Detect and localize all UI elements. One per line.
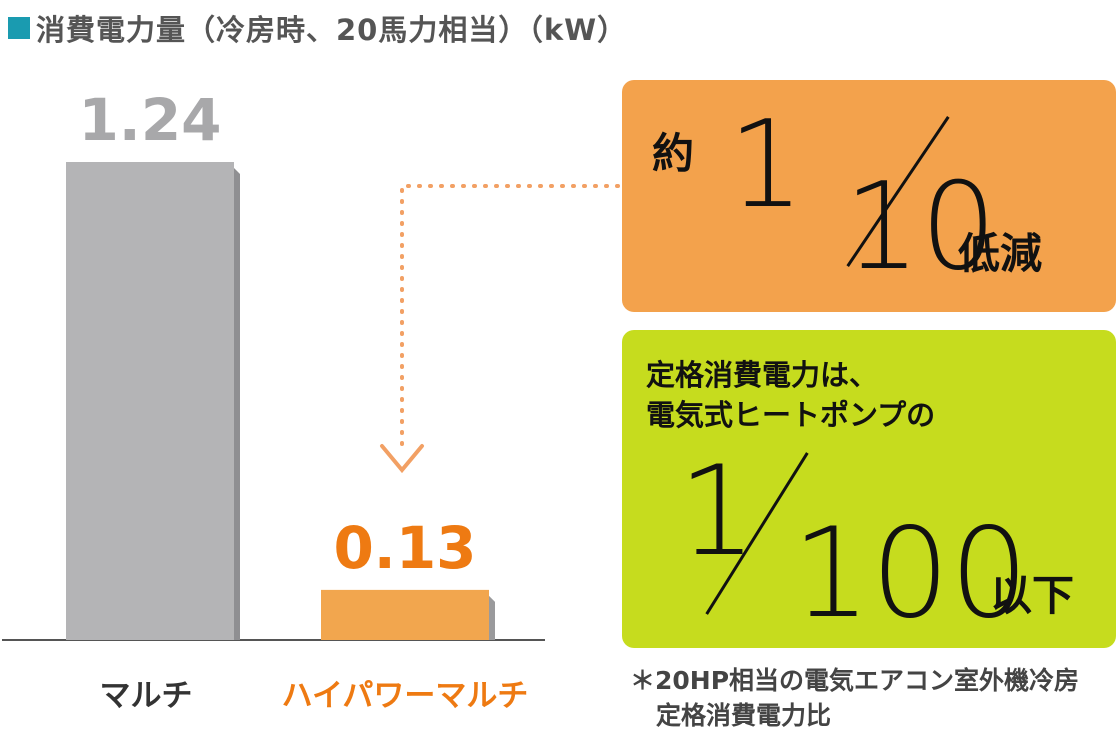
dotted-connector [400, 184, 620, 448]
arrow-down-icon [380, 444, 424, 474]
category-label-1: マルチ [100, 678, 193, 714]
data-label-2: 0.13 [333, 514, 476, 582]
chart-title: 消費電力量（冷房時、20馬力相当）（kW） [8, 8, 627, 48]
title-square-icon [8, 17, 30, 39]
reduction-suffix: 低減 [958, 229, 1043, 278]
denominator-10: 10 [844, 158, 997, 297]
footnote-line2: 定格消費電力比 [656, 701, 832, 730]
data-label-1: 1.24 [78, 86, 221, 154]
chart-title-text: 消費電力量（冷房時、20馬力相当）（kW） [36, 13, 628, 47]
bar-1 [66, 162, 234, 640]
bar-chart: 1.24 マルチ 0.13 ハイパワーマルチ [2, 86, 620, 714]
denominator-100: 100 [792, 502, 1029, 646]
footnote: ＊20HP相当の電気エアコン室外機冷房 定格消費電力比 [630, 663, 1110, 733]
category-label-2: ハイパワーマルチ [282, 678, 529, 714]
bar-2 [321, 589, 489, 640]
rated-power-line1: 定格消費電力は、 [646, 358, 879, 392]
below-suffix: 以下 [990, 571, 1075, 620]
bar-shade [234, 168, 240, 640]
rated-power-callout: 定格消費電力は、 電気式ヒートポンプの 1 100 以下 [622, 330, 1116, 648]
about-prefix: 約 [652, 129, 695, 178]
reduction-callout: 約 1 10 低減 [622, 80, 1116, 312]
rated-power-line2: 電気式ヒートポンプの [646, 398, 936, 432]
bar-shade [489, 595, 495, 640]
numerator-1: 1 [728, 96, 805, 235]
footnote-line1: ＊20HP相当の電気エアコン室外機冷房 [630, 666, 1080, 695]
